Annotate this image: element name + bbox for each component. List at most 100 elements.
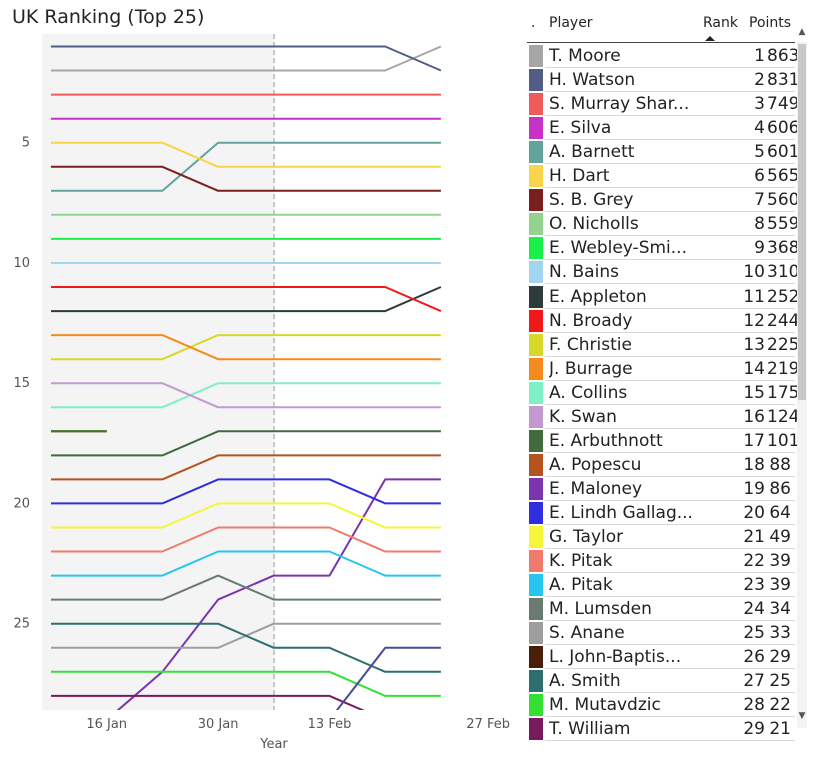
series-line-e-arbuthnott[interactable]: [51, 430, 441, 457]
scroll-up-icon[interactable]: ▲: [798, 27, 806, 37]
table-row[interactable]: O. Nicholls 8 559: [527, 212, 799, 237]
table-row[interactable]: H. Dart 6 565: [527, 164, 799, 189]
rank-cell: 6: [754, 166, 765, 187]
sort-descending-icon[interactable]: [705, 36, 715, 41]
player-name-cell: E. Arbuthnott: [549, 430, 663, 451]
rank-cell: 18: [743, 454, 765, 475]
shaded-period-background: [42, 34, 274, 710]
table-row[interactable]: G. Taylor 21 49: [527, 525, 795, 549]
points-cell: 88: [769, 454, 791, 475]
row-divider: [545, 283, 795, 285]
series-line-e-lindh-gallagher[interactable]: [51, 478, 441, 505]
table-row[interactable]: E. Arbuthnott 17 101: [527, 429, 800, 453]
points-cell: 25: [769, 671, 791, 692]
table-row[interactable]: F. Christie 13 225: [527, 333, 799, 357]
rank-cell: 9: [754, 238, 765, 259]
row-divider: [545, 668, 795, 670]
series-line-h-watson[interactable]: [51, 45, 442, 72]
column-header-points[interactable]: Points: [749, 15, 792, 31]
row-divider: [545, 91, 795, 93]
player-color-swatch: [529, 309, 543, 332]
series-layer: [51, 45, 442, 720]
series-line-f-christie[interactable]: [51, 334, 441, 361]
player-color-swatch: [529, 670, 543, 693]
table-row[interactable]: A. Pitak 23 39: [527, 573, 795, 598]
player-color-swatch: [529, 598, 543, 621]
row-divider: [545, 451, 795, 453]
table-row[interactable]: A. Barnett 5 601: [527, 140, 799, 165]
table-row[interactable]: T. William 29 21: [527, 717, 795, 742]
table-row[interactable]: A. Collins 15 175: [527, 381, 799, 405]
player-name-cell: H. Dart: [549, 166, 610, 187]
column-header-rank[interactable]: Rank: [703, 15, 738, 31]
points-cell: 124: [767, 406, 800, 427]
table-row[interactable]: L. John-Baptis... 26 29: [527, 645, 795, 670]
series-line-a-pitak[interactable]: [51, 550, 441, 577]
table-row[interactable]: K. Swan 16 124: [527, 405, 800, 429]
player-color-swatch: [529, 453, 543, 476]
player-color-swatch: [529, 501, 543, 524]
rank-cell: 13: [743, 334, 765, 355]
series-line-j-burrage[interactable]: [51, 334, 441, 361]
table-row[interactable]: J. Burrage 14 219: [527, 357, 799, 381]
table-scrollbar[interactable]: [797, 42, 807, 728]
row-divider: [545, 716, 795, 718]
rank-cell: 19: [743, 478, 765, 499]
sort-indicator[interactable]: .: [531, 15, 536, 31]
series-line-a-popescu[interactable]: [51, 454, 441, 481]
series-line-j-doe[interactable]: [330, 646, 441, 720]
series-line-k-swan[interactable]: [51, 382, 441, 409]
series-line-m-mutavdzic[interactable]: [51, 670, 441, 697]
series-line-h-dart[interactable]: [51, 141, 441, 168]
player-color-swatch: [529, 429, 543, 452]
table-row[interactable]: M. Lumsden 24 34: [527, 597, 795, 622]
table-row[interactable]: S. Anane 25 33: [527, 621, 795, 646]
series-line-t-moore[interactable]: [51, 45, 442, 72]
table-row[interactable]: A. Popescu 18 88: [527, 453, 795, 477]
series-line-a-collins[interactable]: [51, 382, 441, 409]
table-row[interactable]: E. Appleton 11 252: [527, 285, 799, 309]
player-color-swatch: [529, 69, 543, 92]
scrollbar-thumb[interactable]: [798, 44, 806, 400]
player-name-cell: K. Swan: [549, 406, 617, 427]
table-row[interactable]: T. Moore 1 863: [527, 44, 799, 68]
table-row[interactable]: A. Smith 27 25: [527, 669, 795, 694]
ranking-line-chart: 5 10 15 20 25 16 Jan 30 Jan 13 Feb 27 Feb Year: [13, 34, 510, 752]
series-line-t-william[interactable]: [51, 694, 441, 720]
table-row[interactable]: S. Murray Shar... 3 749: [527, 92, 799, 117]
table-row[interactable]: S. B. Grey 7 560: [527, 188, 799, 213]
series-line-a-barnett[interactable]: [51, 141, 441, 192]
player-name-cell: S. B. Grey: [549, 190, 634, 211]
rank-cell: 10: [743, 262, 765, 283]
x-tick-label: 27 Feb: [466, 717, 510, 732]
table-row[interactable]: K. Pitak 22 39: [527, 549, 795, 574]
table-row[interactable]: E. Silva 4 606: [527, 116, 799, 141]
row-divider: [545, 163, 795, 165]
row-divider: [545, 379, 795, 381]
table-row[interactable]: N. Broady 12 244: [527, 309, 799, 333]
table-row[interactable]: H. Watson 2 831: [527, 68, 799, 93]
scroll-down-icon[interactable]: ▼: [798, 711, 806, 721]
series-line-s-b-grey[interactable]: [51, 165, 441, 192]
series-line-k-pitak[interactable]: [51, 526, 441, 553]
table-row[interactable]: E. Lindh Gallag... 20 64: [527, 501, 795, 525]
table-row[interactable]: M. Mutavdzic 28 22: [527, 693, 795, 718]
rank-cell: 5: [754, 142, 765, 163]
table-row[interactable]: E. Webley-Smi... 9 368: [527, 236, 799, 261]
player-name-cell: A. Collins: [549, 382, 628, 403]
series-line-a-smith[interactable]: [51, 622, 441, 673]
series-line-g-taylor[interactable]: [51, 502, 441, 529]
rank-cell: 11: [743, 286, 765, 307]
series-line-m-lumsden[interactable]: [51, 574, 441, 601]
column-header-player[interactable]: Player: [549, 15, 593, 31]
row-divider: [545, 692, 795, 694]
series-line-e-appleton[interactable]: [51, 286, 442, 313]
table-row[interactable]: N. Bains 10 310: [527, 260, 799, 285]
table-row[interactable]: E. Maloney 19 86: [527, 477, 795, 501]
row-divider: [545, 355, 795, 357]
rank-cell: 27: [743, 671, 765, 692]
points-cell: 101: [767, 430, 800, 451]
points-cell: 21: [769, 719, 791, 740]
player-color-swatch: [529, 237, 543, 260]
series-line-n-broady[interactable]: [51, 286, 442, 313]
